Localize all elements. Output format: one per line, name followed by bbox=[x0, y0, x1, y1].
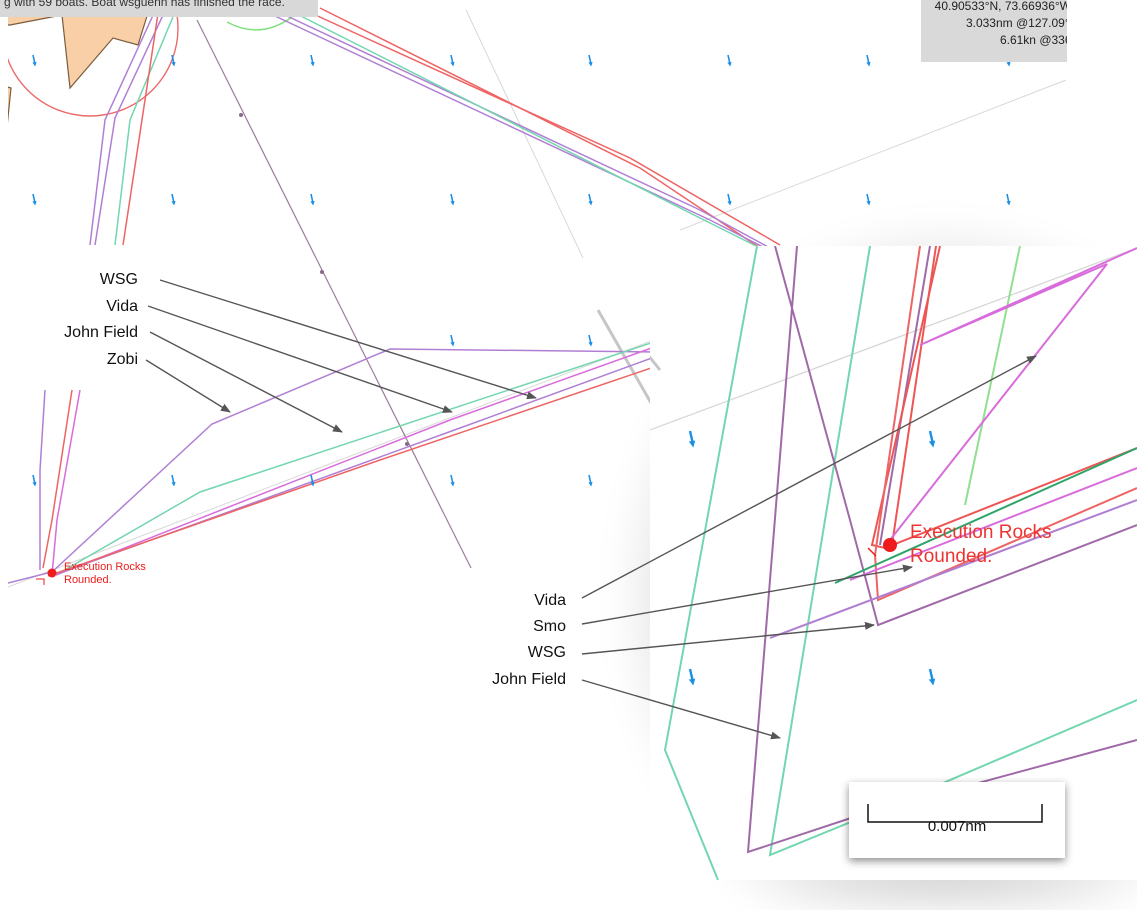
mark-label-line1: Execution Rocks bbox=[64, 561, 146, 573]
lay-lines bbox=[0, 9, 1067, 591]
cursor-position: 40.90533°N, 73.66936°W bbox=[934, 0, 1067, 13]
inset-tracks bbox=[663, 246, 1137, 880]
status-text: g with 59 boats. Boat wsguenn has finish… bbox=[4, 0, 285, 9]
cursor-bearing-distance: 3.033nm @127.09° GC bbox=[965, 16, 1067, 30]
annotation-layer: WSG Vida John Field Zobi Vida Smo WSG Jo… bbox=[64, 271, 1037, 740]
scale-ruler bbox=[867, 804, 1043, 823]
rhumb-line bbox=[196, 19, 472, 569]
inset-mark-label-line2: Rounded. bbox=[910, 546, 992, 567]
inset-mark-label-line1: Execution Rocks bbox=[910, 522, 1052, 543]
annotation-vida: Vida bbox=[106, 298, 138, 315]
annotation-inset-john-field: John Field bbox=[492, 671, 566, 688]
main-map[interactable]: Execution Rocks Rounded. bbox=[0, 0, 1137, 880]
scale-label: 0.007nm bbox=[927, 818, 987, 835]
inset-lay-line bbox=[650, 247, 1137, 431]
annotation-inset-wsg: WSG bbox=[528, 644, 566, 661]
scale-bar: 0.007nm bbox=[849, 782, 1065, 858]
annotation-inset-vida: Vida bbox=[534, 592, 566, 609]
annotation-wsg: WSG bbox=[100, 271, 138, 288]
inset-map[interactable]: Execution Rocks Rounded. bbox=[0, 0, 1137, 880]
status-bar: g with 59 boats. Boat wsguenn has finish… bbox=[0, 0, 318, 17]
annotation-zobi: Zobi bbox=[107, 351, 138, 368]
cursor-speed-course: 6.61kn @336.26° bbox=[999, 33, 1067, 47]
mark-execution-rocks[interactable]: Execution Rocks Rounded. bbox=[36, 561, 146, 586]
cursor-info-panel: 40.90533°N, 73.66936°W 3.033nm @127.09° … bbox=[921, 0, 1067, 62]
annotation-john-field: John Field bbox=[64, 324, 138, 341]
inset-mark-execution-rocks[interactable]: Execution Rocks Rounded. bbox=[867, 522, 1052, 567]
annotation-inset-smo: Smo bbox=[533, 618, 566, 635]
mark-label-line2: Rounded. bbox=[64, 574, 112, 586]
